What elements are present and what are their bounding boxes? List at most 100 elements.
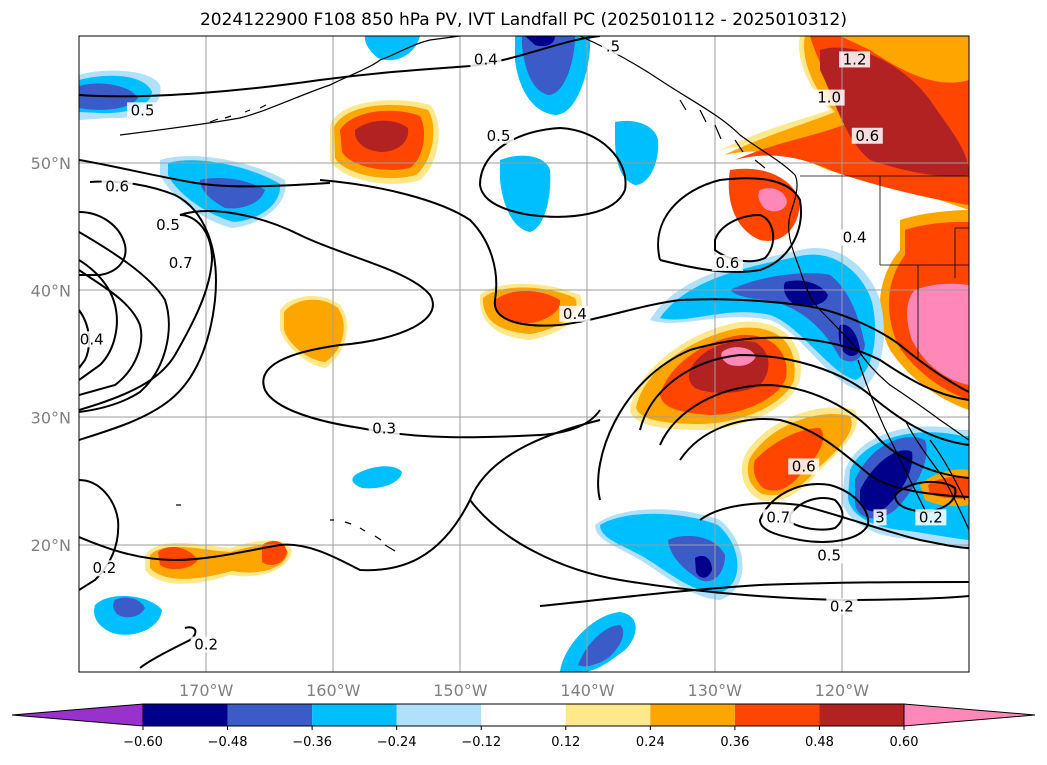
contour-0.5s <box>639 353 969 446</box>
contour-label: 1.2 <box>843 50 867 68</box>
shade-ca-dark <box>783 280 828 307</box>
shade-sw-blue2 <box>112 597 145 618</box>
shade-ca-mid <box>730 273 865 362</box>
lon-tick-label: 130°W <box>688 681 743 700</box>
shade-small-blue1 <box>352 466 402 489</box>
coastlines <box>119 36 969 552</box>
lat-tick-labels: 50°N 40°N 30°N 20°N <box>31 154 71 555</box>
lat-tick-label: 50°N <box>31 154 71 173</box>
contour-0.4top <box>79 36 601 98</box>
contour-label-bg <box>76 331 108 348</box>
contour-label: 0.6 <box>715 254 739 272</box>
colorbar-segment <box>650 704 735 726</box>
shade-ne-pink2 <box>758 188 787 212</box>
contour-0.6s <box>659 383 969 479</box>
shade-bottom-mid <box>578 625 624 667</box>
contour-label: 0.3 <box>372 419 396 437</box>
contour-label-bg <box>813 547 845 564</box>
contour-label: 0.5 <box>817 547 841 565</box>
lat-tick-label: 40°N <box>31 281 71 300</box>
lat-tick-label: 20°N <box>31 536 71 555</box>
contour-label: 0.4 <box>843 229 867 247</box>
colorbar-tick-label: −0.36 <box>292 735 332 750</box>
contour-label: 0.7 <box>169 254 193 272</box>
contour-label: 0.2 <box>194 636 218 654</box>
coast-mexico <box>929 439 966 501</box>
colorbar-tick-label: 0.12 <box>551 735 580 750</box>
lon-tick-labels: 170°W 160°W 150°W 140°W 130°W 120°W <box>179 681 869 700</box>
shade-gulf-dark <box>354 120 409 152</box>
contour-label: 0.4 <box>474 50 498 68</box>
colorbar-segment <box>565 704 651 726</box>
contour-label-bg <box>851 127 883 144</box>
contour-0.6b <box>79 231 170 413</box>
shade-mid-red <box>495 291 561 324</box>
contour-0.7 <box>79 211 127 276</box>
colorbar-segment <box>819 704 904 726</box>
contour-label: 0.5 <box>131 101 155 119</box>
colorbar-tick-label: 0.36 <box>720 735 749 750</box>
contour-label-bg <box>152 216 184 233</box>
contour-inner3 <box>893 480 957 514</box>
contour-0.4a <box>79 180 217 441</box>
colorbar-segment <box>143 704 228 726</box>
lon-tick-label: 170°W <box>179 681 234 700</box>
shade-trop-red <box>158 546 198 570</box>
border-states <box>879 176 969 360</box>
lon-tick-label: 120°W <box>815 681 870 700</box>
contour-label-bg <box>88 560 120 577</box>
contour-label-bg <box>101 178 133 195</box>
contour-0.4b <box>79 259 118 381</box>
contour-label-bg <box>826 598 858 615</box>
lat-tick-label: 30°N <box>31 409 71 428</box>
shade-west-pink <box>907 283 969 385</box>
shade-top-dark <box>525 36 555 47</box>
contour-label-bg <box>470 51 502 68</box>
contour-label-bg <box>839 229 871 246</box>
contour-0.3 <box>79 210 601 439</box>
contour-0.2east <box>469 499 969 602</box>
colorbar-tick-label: 0.24 <box>636 735 665 750</box>
contour-label: 0.6 <box>105 178 129 196</box>
contour-label: .5 <box>606 38 620 56</box>
contour-label: 0.7 <box>766 508 790 526</box>
contour-top-0.5 <box>79 159 331 188</box>
coast-alaska-islands <box>209 104 267 123</box>
contour-main-0.4 <box>319 179 969 393</box>
contour-0.2sw <box>139 626 197 669</box>
contour-label-bg <box>127 102 159 119</box>
contour-label-bg <box>368 420 400 437</box>
contour-label-layer: 0.5 0.4 .5 1.2 1.0 0.6 0.5 0.6 0.5 0.7 0.4 0.4 0.6 0.… <box>76 38 947 654</box>
contour-label-bg <box>190 636 222 653</box>
contour-0.5lg <box>478 126 627 218</box>
shade-ne-dark <box>820 47 969 177</box>
contour-label-bg <box>559 305 591 322</box>
shade-sub-pink <box>721 347 756 366</box>
coast-alaska <box>119 36 461 136</box>
map-frame <box>78 35 970 673</box>
contour-label-bg <box>839 51 871 68</box>
contour-label: 0.2 <box>92 559 116 577</box>
contour-0.2main <box>79 419 601 572</box>
colorbar: −0.60 −0.48 −0.36 −0.24 −0.12 0.12 0.24 0.36 0.4… <box>11 703 1036 750</box>
shade-baja-dark <box>860 450 913 512</box>
contour-label-bg <box>762 509 794 526</box>
contour-label-bg <box>915 509 947 526</box>
colorbar-tick-label: 0.60 <box>890 735 919 750</box>
contours <box>79 36 969 669</box>
contour-label-bg <box>873 509 887 526</box>
shade-mid-blue2 <box>615 120 659 185</box>
colorbar-tick-label: −0.12 <box>461 735 501 750</box>
contour-label: 0.2 <box>830 597 854 615</box>
graticule <box>79 36 969 672</box>
contour-label-bg <box>813 89 845 106</box>
contour-label: 0.5 <box>156 216 180 234</box>
contour-label-bg <box>165 254 197 271</box>
contour-label-bg <box>711 254 743 271</box>
coast-hawaii <box>330 519 396 552</box>
colorbar-segment <box>734 704 820 726</box>
contour-0.2low <box>539 581 969 607</box>
contour-label-bg <box>788 458 820 475</box>
lon-tick-label: 160°W <box>306 681 361 700</box>
